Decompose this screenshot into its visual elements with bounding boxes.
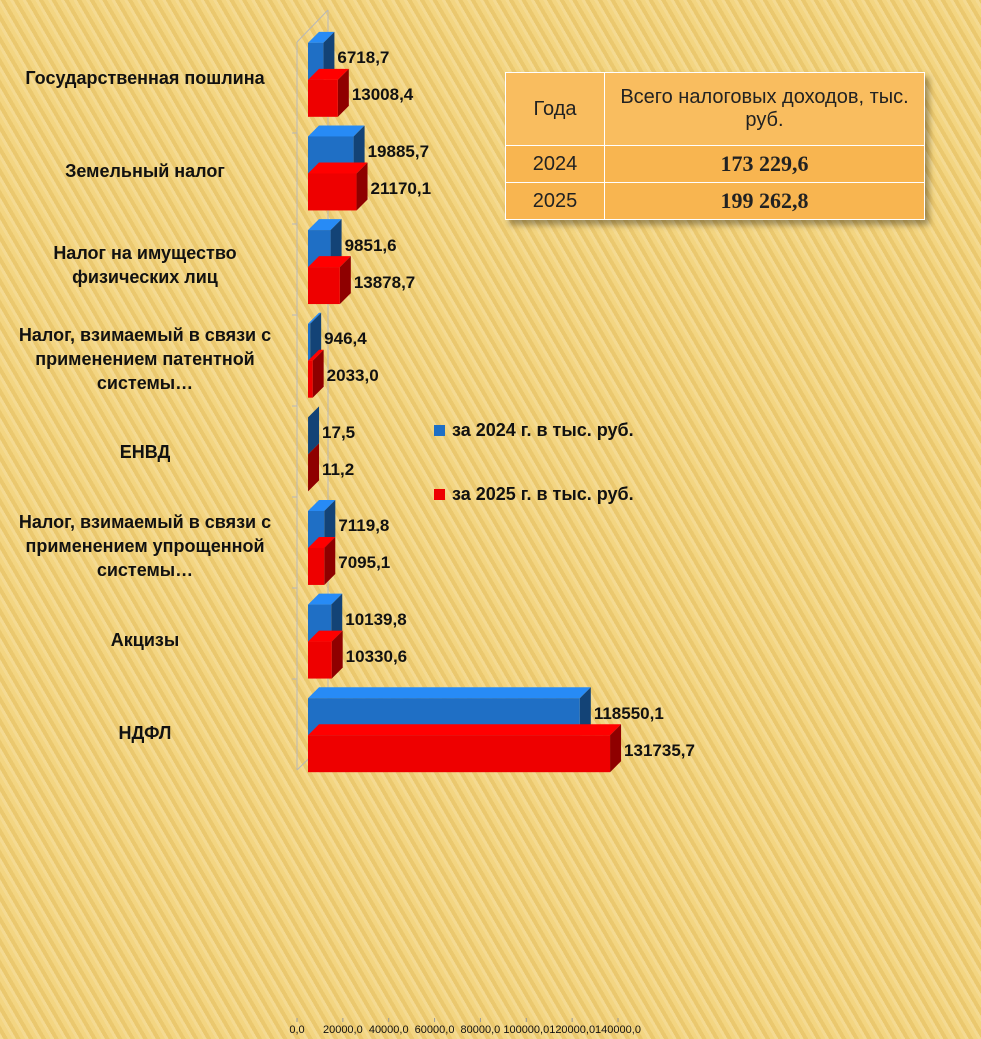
bar-side [353, 125, 365, 174]
bar-top [308, 406, 320, 418]
bar [308, 547, 325, 585]
table-header: Года Всего налоговых доходов, тыс. руб. [505, 72, 925, 146]
bar-top [308, 630, 343, 642]
bar-side [339, 256, 351, 305]
bar-top [308, 219, 342, 231]
category-label: Земельный налог [65, 161, 225, 182]
bar-top [308, 68, 349, 80]
bar [308, 735, 611, 773]
bar-side [310, 312, 322, 361]
header-cell: Года [505, 72, 605, 146]
bar-side [330, 219, 342, 268]
bar-top [308, 162, 368, 174]
value-label: 11,2 [322, 459, 355, 479]
category-label: НДФЛ [118, 723, 172, 744]
value-label: 17,5 [322, 422, 356, 442]
value-label: 13008,4 [351, 85, 414, 105]
table-row: 2025 199 262,8 [505, 182, 925, 220]
bar-side [331, 630, 343, 679]
value-label: 6718,7 [337, 48, 390, 68]
bar-side [579, 687, 591, 736]
value-label: 9851,6 [344, 235, 397, 255]
year-cell: 2025 [505, 182, 605, 220]
bar-side [610, 724, 622, 773]
category-label: Налог, взимаемый в связи с применением п… [18, 324, 272, 393]
bar [308, 360, 313, 398]
x-tick-label: 120000,0 [549, 1024, 596, 1036]
value-label: 946,4 [324, 329, 367, 349]
legend-swatch [434, 425, 445, 436]
value-label: 21170,1 [370, 178, 432, 198]
category-label: Государственная пошлина [25, 67, 265, 88]
axis-wall [296, 9, 329, 43]
header-cell: Всего налоговых доходов, тыс. руб. [604, 72, 925, 146]
x-tick-label: 40000,0 [368, 1024, 409, 1036]
value-label: 131735,7 [624, 740, 695, 760]
category-label: Акцизы [110, 629, 180, 650]
bar-top [308, 724, 622, 736]
x-tick-label: 20000,0 [322, 1024, 363, 1036]
bar [308, 79, 338, 117]
bar-top [308, 443, 320, 455]
value-label: 2033,0 [326, 366, 379, 386]
bar-top [308, 312, 322, 324]
bar-top [308, 536, 336, 548]
value-label: 118550,1 [593, 703, 664, 723]
x-tick-label: 100000,0 [503, 1024, 550, 1036]
bar-side [356, 162, 368, 211]
value-label: 7095,1 [338, 553, 391, 573]
value-label: 19885,7 [367, 141, 430, 161]
value-label: 7119,8 [338, 516, 390, 536]
value-label: 10330,6 [345, 647, 408, 667]
value-label: 10139,8 [345, 610, 407, 630]
legend-label: за 2024 г. в тыс. руб. [452, 420, 634, 440]
bar-side [324, 499, 336, 548]
total-cell: 199 262,8 [604, 182, 925, 220]
bar-top [308, 125, 365, 137]
bar-side [308, 406, 320, 455]
bar [308, 267, 340, 305]
total-cell: 173 229,6 [604, 145, 925, 183]
bar [308, 323, 311, 361]
legend-swatch [434, 489, 445, 500]
bar-top [308, 499, 336, 511]
x-tick-label: 80000,0 [460, 1024, 501, 1036]
totals-table: Года Всего налоговых доходов, тыс. руб. … [505, 72, 925, 220]
legend-label: за 2025 г. в тыс. руб. [452, 484, 634, 504]
bar-side [308, 443, 320, 492]
bar-side [337, 68, 349, 117]
bar-top [308, 349, 324, 361]
x-tick-label: 0,0 [289, 1024, 305, 1036]
table-row: 2024 173 229,6 [505, 145, 925, 183]
bar [308, 173, 357, 211]
bar-side [323, 31, 335, 80]
category-label: Налог на имущество физических лиц [53, 243, 237, 288]
x-tick-label: 60000,0 [414, 1024, 455, 1036]
bar-side [324, 536, 336, 585]
value-label: 13878,7 [353, 272, 416, 292]
bar-top [308, 687, 591, 699]
category-label: ЕНВД [119, 442, 171, 463]
bar-side [331, 593, 343, 642]
bar [308, 641, 332, 679]
bar-side [312, 349, 324, 398]
bar-top [308, 593, 343, 605]
year-cell: 2024 [505, 145, 605, 183]
bar-top [308, 256, 351, 268]
category-label: Налог, взимаемый в связи с применением у… [18, 511, 272, 580]
bar-top [308, 31, 335, 43]
x-tick-label: 140000,0 [595, 1024, 641, 1036]
